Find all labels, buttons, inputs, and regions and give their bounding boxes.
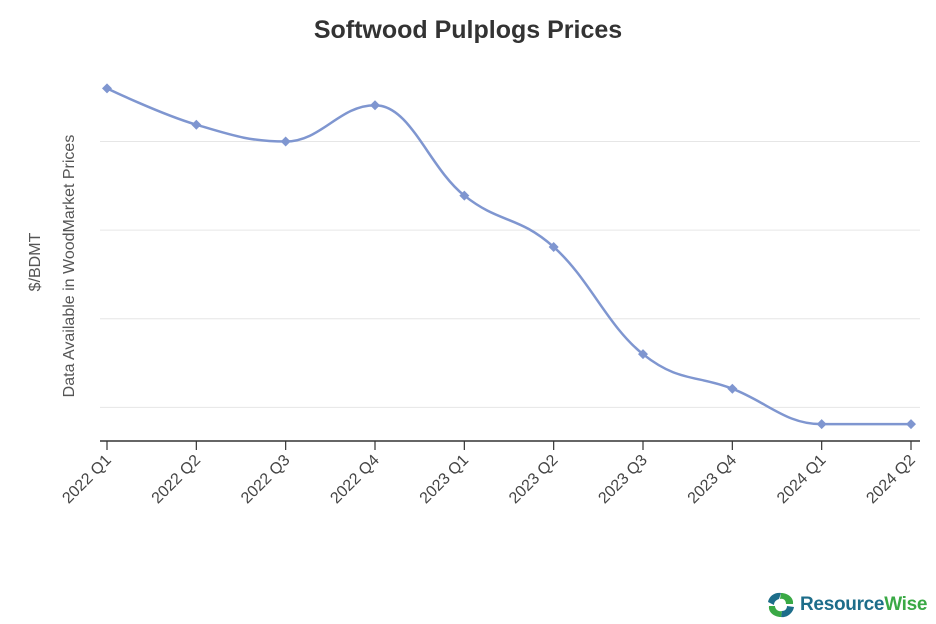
data-point-marker bbox=[459, 190, 470, 201]
data-point-marker bbox=[280, 136, 291, 147]
y-axis-label-unit: $/BDMT bbox=[27, 232, 44, 291]
x-tick-label: 2023 Q2 bbox=[506, 452, 561, 507]
data-point-marker bbox=[727, 383, 738, 394]
x-tick-label: 2024 Q1 bbox=[774, 452, 829, 507]
data-point-marker bbox=[638, 349, 648, 360]
data-point-marker bbox=[102, 83, 112, 94]
resourcewise-logo: ResourceWise bbox=[766, 591, 927, 619]
x-tick-label: 2023 Q1 bbox=[417, 452, 472, 507]
x-tick-label: 2022 Q3 bbox=[238, 452, 293, 507]
data-point-marker bbox=[906, 419, 916, 430]
y-axis-label-note: Data Available in WoodMarket Prices bbox=[61, 135, 78, 398]
series-line bbox=[106, 87, 911, 426]
x-tick-label: 2023 Q4 bbox=[685, 452, 740, 507]
data-point-marker bbox=[548, 241, 559, 252]
data-point-marker bbox=[370, 100, 380, 111]
x-tick-label: 2022 Q2 bbox=[149, 452, 204, 507]
x-tick-label: 2022 Q4 bbox=[327, 452, 382, 507]
logo-text-part2: Wise bbox=[884, 594, 928, 615]
logo-text-part1: Resource bbox=[800, 594, 885, 615]
data-point-marker bbox=[816, 419, 827, 430]
x-tick-label: 2024 Q2 bbox=[863, 452, 918, 507]
chart-title: Softwood Pulplogs Prices bbox=[314, 16, 622, 44]
resourcewise-logo-text: ResourceWise bbox=[800, 594, 927, 616]
x-tick-label: 2023 Q3 bbox=[595, 452, 650, 507]
x-tick-label: 2022 Q1 bbox=[59, 452, 114, 507]
resourcewise-logo-icon bbox=[768, 592, 794, 618]
data-point-marker bbox=[191, 119, 202, 130]
